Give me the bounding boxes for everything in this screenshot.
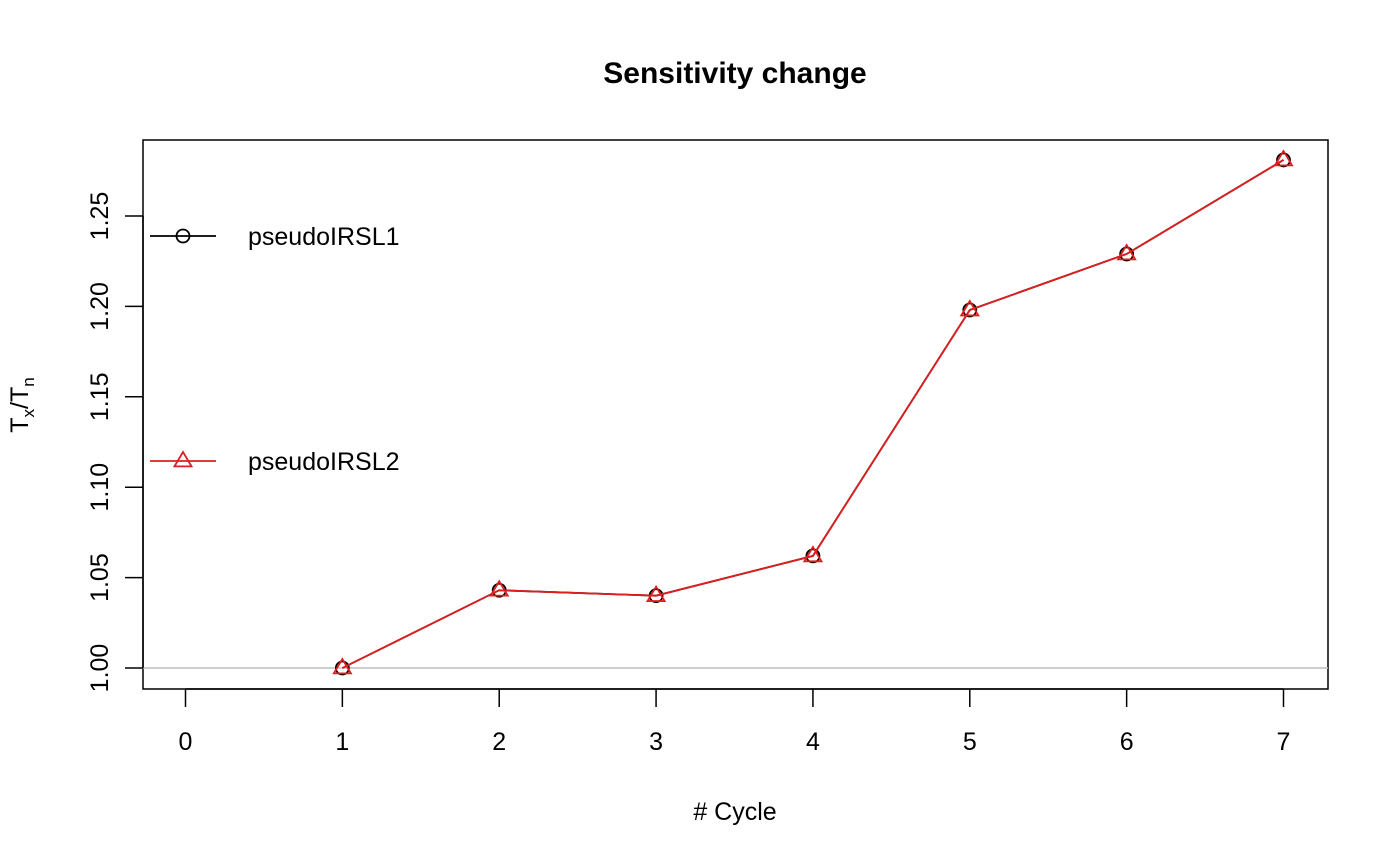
x-tick-label: 7 [1277,728,1291,756]
data-point [1276,152,1291,168]
data-point [489,579,510,597]
y-tick-label: 1.25 [86,192,114,241]
x-tick-label: 2 [492,728,506,756]
data-point [802,545,824,563]
series-pseudoIRSL2 [332,149,1294,675]
x-tick-label: 3 [649,728,663,756]
y-axis-label-sep: /T [6,387,34,409]
legend-label: pseudoIRSL1 [248,223,400,251]
y-tick-label: 1.05 [86,553,114,602]
legend-item-pseudoIRSL2: pseudoIRSL2 [150,448,400,476]
data-point [334,660,350,676]
legend-label: pseudoIRSL2 [248,448,400,476]
legend-triangle-marker [172,450,194,468]
y-tick-label: 1.20 [86,282,114,331]
y-tick-label: 1.15 [86,372,114,421]
series-line-pseudoIRSL1 [341,159,1284,669]
axes-layer: 0 1 2 3 4 5 6 7 1.00 1.05 1.10 1.15 1.20 1.25 [86,192,1290,756]
x-tick-label: 5 [963,728,977,756]
data-point [1119,246,1135,262]
x-tick-label: 0 [179,728,193,756]
legend: pseudoIRSL1 pseudoIRSL2 [150,223,400,476]
data-point [959,299,980,317]
y-tick-label: 1.00 [86,644,114,693]
series-pseudoIRSL1 [334,152,1291,676]
x-tick-label: 4 [806,728,820,756]
series-line-pseudoIRSL2 [341,159,1284,669]
data-point [962,302,978,318]
data-point [332,657,353,675]
x-axis-label: # Cycle [693,798,776,826]
data-point [645,584,667,602]
y-axis-label-sub1: x [19,408,38,417]
legend-item-pseudoIRSL1: pseudoIRSL1 [150,223,400,251]
y-axis-label-main: T [6,417,34,432]
data-point [1116,243,1137,261]
chart-title: Sensitivity change [603,57,866,90]
data-point [1273,149,1294,167]
y-tick-label: 1.10 [86,463,114,512]
x-tick-label: 6 [1120,728,1134,756]
x-tick-label: 1 [335,728,349,756]
data-point [805,548,821,564]
y-axis-label: Tx/Tn [6,377,38,432]
legend-circle-marker [175,228,191,244]
series-layer [332,149,1294,676]
y-axis-label-sub2: n [19,377,38,386]
